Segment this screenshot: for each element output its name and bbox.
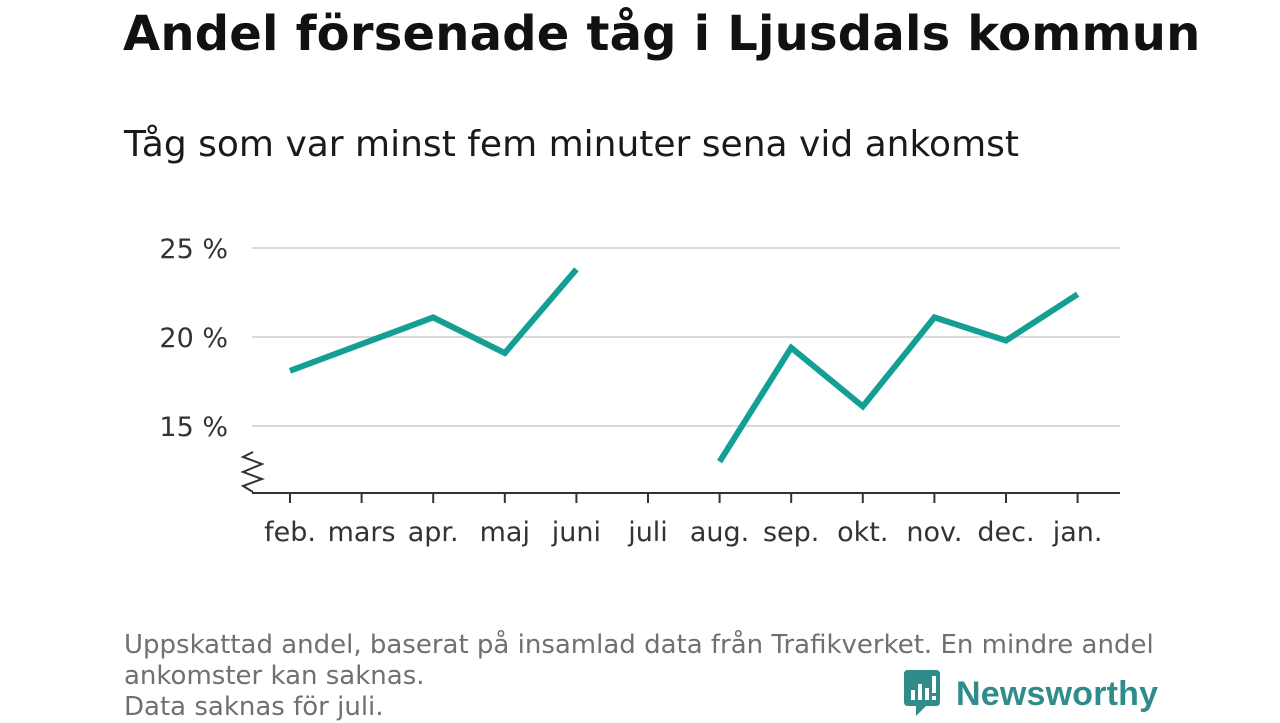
chart-subtitle: Tåg som var minst fem minuter sena vid a… [124,124,1020,165]
x-tick-label: nov. [906,517,962,548]
x-tick-label: mars [328,517,396,548]
chart-title: Andel försenade tåg i Ljusdals kommun [123,6,1201,62]
y-tick-label: 15 % [159,412,228,443]
axis-break-icon [240,451,265,493]
series-line-segment-2 [717,291,1080,464]
x-tick-label: feb. [264,517,316,548]
footnote-line-1: Uppskattad andel, baserat på insamlad da… [124,630,1154,660]
x-tick-label: sep. [763,517,819,548]
newsworthy-logo-icon [904,670,940,716]
footnote-line-3: Data saknas för juli. [124,692,384,722]
x-tick-label: dec. [977,517,1034,548]
y-tick-label: 20 % [159,323,228,354]
x-tick-label: okt. [837,517,888,548]
x-tick-label: juni [551,517,601,548]
x-tick-label: maj [480,517,530,548]
x-tick-label: jan. [1052,517,1103,548]
newsworthy-logo: Newsworthy [902,670,1158,718]
footnote: Uppskattad andel, baserat på insamlad da… [124,630,1164,723]
x-tick-label: apr. [408,517,459,548]
x-tick-label: aug. [690,517,749,548]
logo-text: Newsworthy [956,674,1159,713]
footnote-line-2: ankomster kan saknas. [124,661,425,691]
x-tick-label: juli [627,517,668,548]
line-chart: 15 % 20 % 25 % feb. mars apr. maj juni juli aug. s… [159,234,1120,548]
series-line-segment-1 [288,267,579,374]
y-tick-label: 25 % [159,234,228,265]
